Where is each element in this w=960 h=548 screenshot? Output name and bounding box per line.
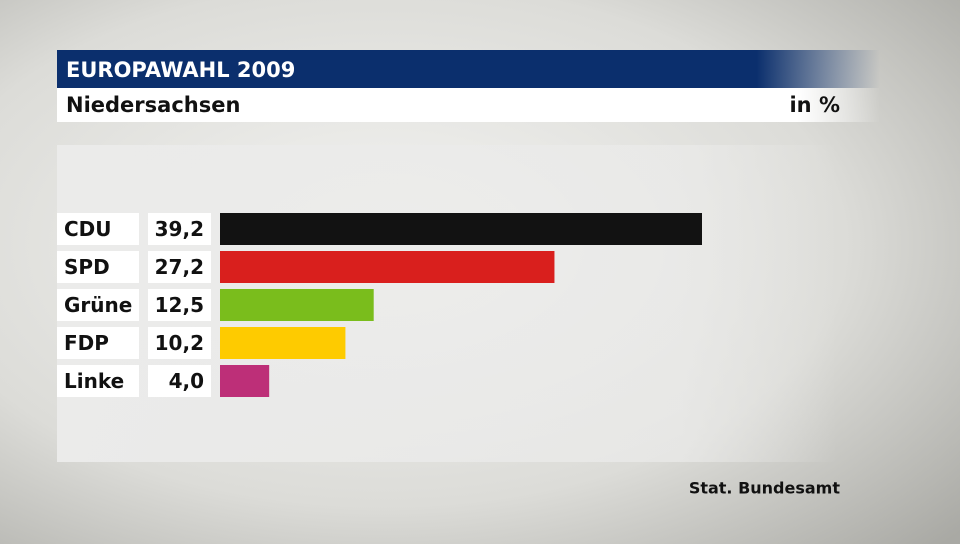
label-box (57, 213, 139, 245)
value-box (148, 327, 211, 359)
value-label: 10,2 (155, 331, 204, 355)
value-box (148, 289, 211, 321)
category-label: FDP (64, 331, 109, 355)
value-label: 27,2 (155, 255, 204, 279)
category-label: CDU (64, 217, 112, 241)
subtitle-bar (57, 88, 880, 122)
chart-title: EUROPAWAHL 2009 (66, 58, 295, 82)
unit-label: in % (789, 93, 840, 117)
value-label: 4,0 (169, 369, 204, 393)
value-box (148, 213, 211, 245)
bar (220, 251, 555, 283)
category-label: SPD (64, 255, 110, 279)
source: Stat. Bundesamt (689, 479, 841, 498)
label-box (57, 289, 139, 321)
value-box (148, 251, 211, 283)
value-label: 12,5 (155, 293, 204, 317)
chart-subtitle: Niedersachsen (66, 93, 240, 117)
value-label: 39,2 (155, 217, 204, 241)
category-label: Linke (64, 369, 124, 393)
value-box (148, 365, 211, 397)
bar (220, 365, 270, 397)
label-box (57, 365, 139, 397)
label-box (57, 251, 139, 283)
bar (220, 327, 346, 359)
bar (220, 289, 374, 321)
label-box (57, 327, 139, 359)
title-bar (57, 50, 880, 88)
bar (220, 213, 702, 245)
category-label: Grüne (64, 293, 132, 317)
